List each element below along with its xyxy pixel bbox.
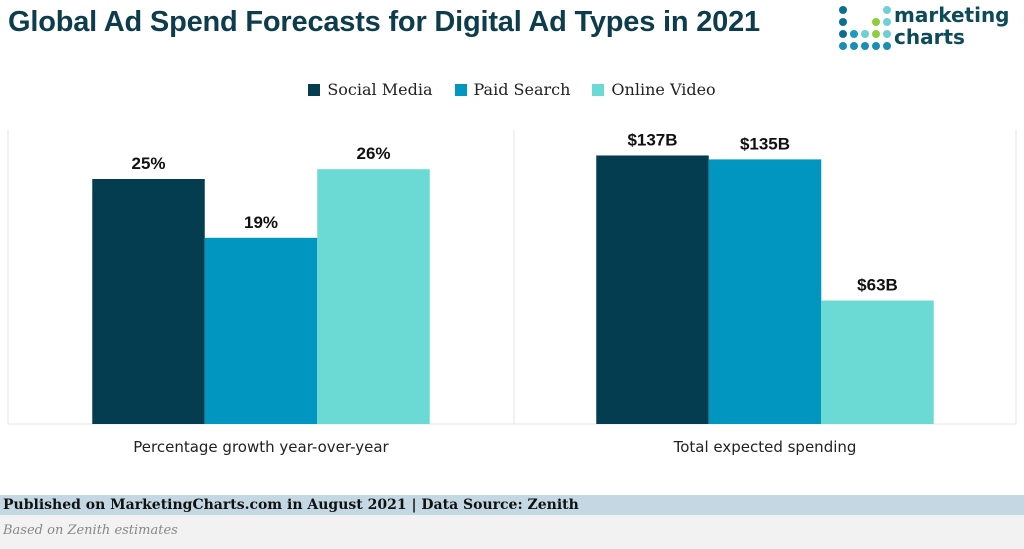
- footer-note: Based on Zenith estimates: [0, 515, 1024, 549]
- legend-item: Online Video: [592, 80, 716, 99]
- footer-source: Published on MarketingCharts.com in Augu…: [0, 495, 1024, 515]
- logo-dot: [883, 6, 891, 14]
- bar-paid-search: [204, 237, 318, 424]
- logo-dot: [850, 30, 858, 38]
- logo-dot: [839, 18, 847, 26]
- legend-item: Social Media: [308, 80, 433, 99]
- legend: Social Media Paid Search Online Video: [0, 80, 1024, 99]
- legend-label: Social Media: [327, 80, 433, 99]
- logo-dot: [883, 30, 891, 38]
- bar-paid-search: [708, 159, 822, 424]
- data-label: 25%: [131, 154, 165, 173]
- logo-text-line2: charts: [894, 25, 965, 49]
- bar-social-media: [92, 179, 205, 424]
- logo-dot: [872, 18, 880, 26]
- data-label: 26%: [356, 144, 390, 163]
- data-label: $63B: [857, 276, 898, 295]
- logo-dots-icon: [839, 6, 891, 50]
- legend-label: Paid Search: [473, 80, 571, 99]
- data-label: $137B: [627, 130, 677, 149]
- data-label: $135B: [740, 134, 790, 153]
- logo-dot: [839, 30, 847, 38]
- logo-dot: [839, 6, 847, 14]
- legend-label: Online Video: [611, 80, 716, 99]
- bar-chart: 25% 19% 26% Percentage growth year-over-yea…: [7, 130, 1017, 456]
- logo-text-line1: marketing: [894, 3, 1010, 27]
- logo-dot: [883, 18, 891, 26]
- logo-dot: [839, 42, 847, 50]
- chart-title: Global Ad Spend Forecasts for Digital Ad…: [8, 6, 760, 38]
- logo-dot: [850, 42, 858, 50]
- data-label: 19%: [244, 213, 278, 232]
- category-label: Percentage growth year-over-year: [133, 438, 389, 456]
- marketingcharts-logo: marketing charts: [838, 4, 1024, 56]
- bar-online-video: [317, 169, 430, 424]
- bar-social-media: [596, 155, 709, 425]
- legend-item: Paid Search: [454, 80, 571, 99]
- category-label: Total expected spending: [673, 438, 857, 456]
- logo-dot: [861, 30, 869, 38]
- logo-dot: [883, 42, 891, 50]
- logo-dot: [861, 42, 869, 50]
- logo-dot: [872, 42, 880, 50]
- logo-dot: [872, 30, 880, 38]
- bar-online-video: [821, 300, 934, 424]
